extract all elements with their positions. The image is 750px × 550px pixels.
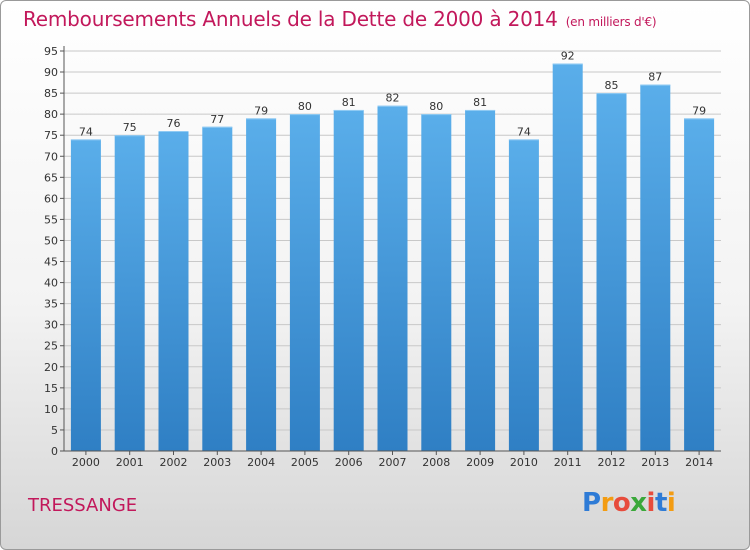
x-tick-label: 2000 bbox=[72, 456, 100, 469]
y-tick-label: 80 bbox=[44, 108, 58, 121]
logo-letter: i bbox=[646, 488, 656, 518]
data-label: 77 bbox=[210, 113, 224, 126]
data-label: 81 bbox=[473, 96, 487, 109]
y-tick-label: 55 bbox=[44, 213, 58, 226]
x-tick-label: 2007 bbox=[379, 456, 407, 469]
data-label: 75 bbox=[123, 121, 137, 134]
data-label: 79 bbox=[254, 104, 268, 117]
logo-letter: P bbox=[582, 488, 601, 518]
bars bbox=[70, 63, 715, 452]
logo-letter: i bbox=[666, 488, 676, 518]
chart-subtitle: (en milliers d'€) bbox=[565, 15, 657, 29]
data-label: 80 bbox=[429, 100, 443, 113]
x-axis-ticks: 2000 2001 2002 2003 2004 2005 2006 2007 2008 2009… bbox=[72, 451, 713, 469]
x-tick-label: 2004 bbox=[247, 456, 275, 469]
y-tick-label: 75 bbox=[44, 129, 58, 142]
x-tick-label: 2010 bbox=[510, 456, 538, 469]
x-tick-label: 2008 bbox=[422, 456, 450, 469]
bar bbox=[114, 135, 145, 452]
x-tick-label: 2013 bbox=[641, 456, 669, 469]
data-label: 87 bbox=[648, 71, 662, 84]
y-tick-label: 90 bbox=[44, 66, 58, 79]
x-tick-label: 2002 bbox=[160, 456, 188, 469]
bar bbox=[421, 114, 452, 451]
bar bbox=[377, 105, 408, 451]
location-label: TRESSANGE bbox=[28, 495, 138, 516]
bar bbox=[70, 139, 101, 451]
bar bbox=[508, 139, 539, 451]
x-tick-label: 2001 bbox=[116, 456, 144, 469]
bar bbox=[202, 126, 233, 451]
logo-letter: x bbox=[630, 488, 647, 518]
y-tick-label: 50 bbox=[44, 234, 58, 247]
data-label: 92 bbox=[561, 50, 575, 63]
x-tick-label: 2011 bbox=[554, 456, 582, 469]
y-axis-ticks: 0 5 10 15 20 25 30 35 40 45 50 55 60 65 70 75 80 85 90 95 bbox=[44, 45, 64, 458]
data-label: 81 bbox=[342, 96, 356, 109]
bar bbox=[158, 131, 189, 451]
logo-letter: t bbox=[654, 488, 667, 518]
data-label: 80 bbox=[298, 100, 312, 113]
bar bbox=[465, 109, 496, 452]
y-tick-label: 15 bbox=[44, 382, 58, 395]
chart-title: Remboursements Annuels de la Dette de 20… bbox=[23, 7, 657, 31]
y-tick-label: 25 bbox=[44, 340, 58, 353]
data-label: 74 bbox=[517, 125, 531, 138]
y-tick-label: 35 bbox=[44, 298, 58, 311]
x-tick-label: 2006 bbox=[335, 456, 363, 469]
y-tick-label: 70 bbox=[44, 150, 58, 163]
y-tick-label: 5 bbox=[51, 424, 58, 437]
y-tick-label: 85 bbox=[44, 87, 58, 100]
bar bbox=[684, 118, 715, 452]
bar bbox=[640, 84, 671, 452]
data-label: 76 bbox=[167, 117, 181, 130]
x-tick-label: 2005 bbox=[291, 456, 319, 469]
y-tick-label: 0 bbox=[51, 445, 58, 458]
data-label: 85 bbox=[605, 79, 619, 92]
data-label: 74 bbox=[79, 125, 93, 138]
proxiti-logo: Proxiti bbox=[582, 488, 676, 518]
bar bbox=[246, 118, 277, 452]
bar bbox=[333, 109, 364, 452]
y-tick-label: 10 bbox=[44, 403, 58, 416]
x-tick-label: 2012 bbox=[598, 456, 626, 469]
value-labels: 74 75 76 77 79 80 81 82 80 81 74 92 85 87 79 bbox=[79, 50, 706, 139]
x-tick-label: 2009 bbox=[466, 456, 494, 469]
y-tick-label: 65 bbox=[44, 171, 58, 184]
bar bbox=[552, 63, 583, 451]
logo-letter: r bbox=[600, 488, 614, 518]
y-tick-label: 60 bbox=[44, 192, 58, 205]
y-tick-label: 45 bbox=[44, 256, 58, 269]
y-tick-label: 95 bbox=[44, 45, 58, 58]
data-label: 79 bbox=[692, 104, 706, 117]
logo-letter: o bbox=[612, 488, 631, 518]
bar bbox=[289, 114, 320, 451]
bar bbox=[596, 93, 627, 452]
x-tick-label: 2003 bbox=[203, 456, 231, 469]
axes bbox=[63, 46, 721, 452]
y-tick-label: 30 bbox=[44, 319, 58, 332]
y-tick-label: 40 bbox=[44, 277, 58, 290]
x-tick-label: 2014 bbox=[685, 456, 713, 469]
data-label: 82 bbox=[386, 92, 400, 105]
y-tick-label: 20 bbox=[44, 361, 58, 374]
